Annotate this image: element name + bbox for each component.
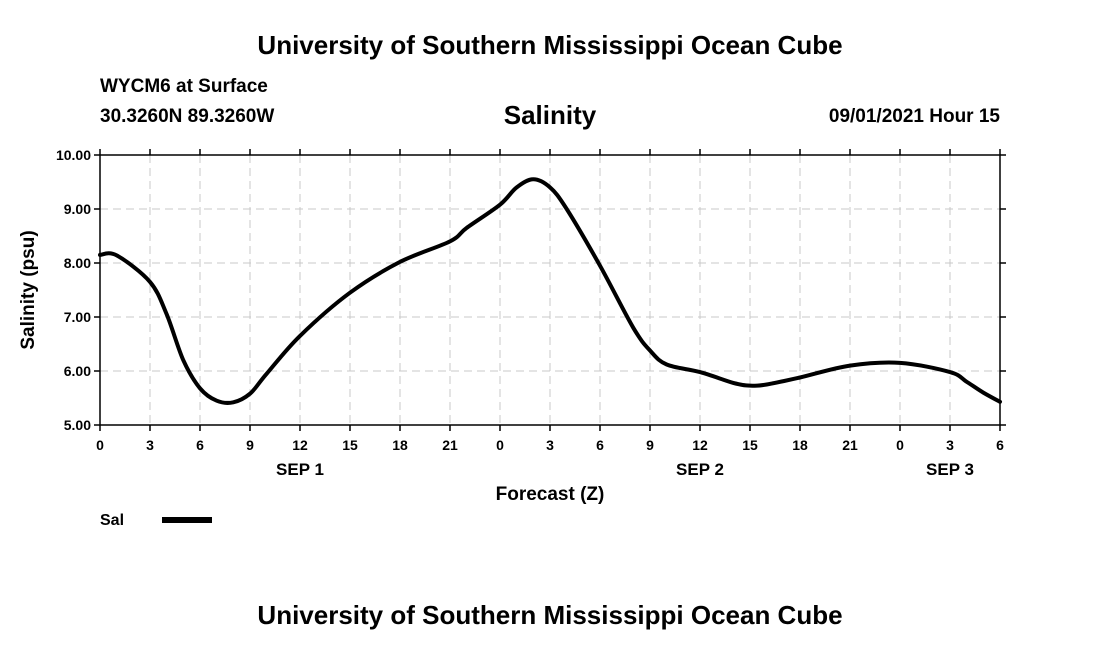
x-axis-label: Forecast (Z) (496, 484, 605, 505)
x-tick-label: 18 (792, 437, 808, 453)
x-tick-label: 12 (692, 437, 708, 453)
y-axis-label: Salinity (psu) (18, 230, 39, 349)
x-tick-label: 0 (96, 437, 104, 453)
y-tick-label: 7.00 (64, 309, 91, 325)
axis-ticks (94, 149, 1006, 431)
x-tick-label: 15 (742, 437, 758, 453)
x-tick-label: 6 (196, 437, 204, 453)
grid-lines (100, 155, 1000, 425)
legend: Sal (100, 512, 212, 529)
chart-title: Salinity (503, 100, 597, 130)
y-tick-label: 10.00 (56, 147, 91, 163)
plot-frame (99, 154, 1001, 426)
bottom-title: University of Southern Mississippi Ocean… (257, 600, 843, 630)
legend-label: Sal (100, 512, 124, 529)
station-coordinates: 30.3260N 89.3260W (100, 106, 275, 127)
x-tick-label: 15 (342, 437, 358, 453)
station-name: WYCM6 at Surface (100, 76, 268, 97)
x-tick-label: 0 (496, 437, 504, 453)
x-tick-label: 12 (292, 437, 308, 453)
top-title: University of Southern Mississippi Ocean… (257, 30, 843, 60)
run-time: 09/01/2021 Hour 15 (828, 106, 1000, 127)
salinity-series-line (98, 177, 1002, 405)
y-tick-label: 5.00 (64, 417, 91, 433)
x-tick-label: 3 (546, 437, 554, 453)
y-tick-label: 8.00 (64, 255, 91, 271)
x-tick-label: 0 (896, 437, 904, 453)
x-tick-label: 21 (442, 437, 458, 453)
x-tick-label: 6 (596, 437, 604, 453)
x-tick-label: 3 (946, 437, 954, 453)
x-tick-label: 21 (842, 437, 858, 453)
date-label: SEP 2 (676, 460, 724, 479)
axis-labels: 5.00 6.00 7.00 8.00 9.00 10.00 0 3 6 9 12 15 18 21 0 3 6… (56, 147, 1004, 479)
x-tick-label: 9 (246, 437, 254, 453)
x-tick-label: 6 (996, 437, 1004, 453)
date-label: SEP 3 (926, 460, 974, 479)
y-tick-label: 9.00 (64, 201, 91, 217)
x-tick-label: 3 (146, 437, 154, 453)
date-label: SEP 1 (276, 460, 324, 479)
y-tick-label: 6.00 (64, 363, 91, 379)
x-tick-label: 18 (392, 437, 408, 453)
x-tick-label: 9 (646, 437, 654, 453)
